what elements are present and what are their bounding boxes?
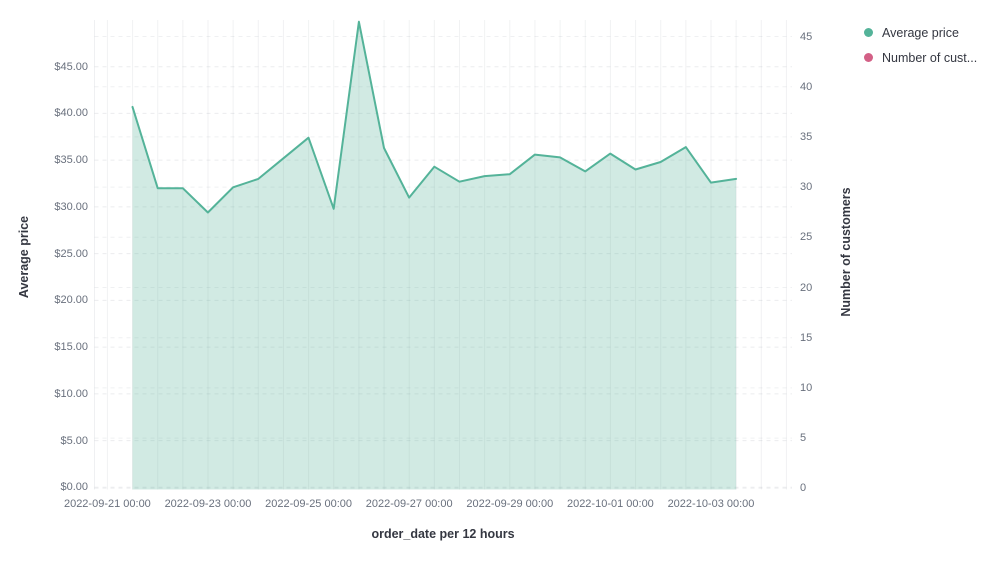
y-axis-left-tick-label: $40.00 bbox=[54, 107, 88, 120]
y-axis-right-tick-label: 15 bbox=[800, 331, 813, 344]
legend-dot-number-of-customers bbox=[864, 53, 873, 62]
chart-legend: Average price Number of cust... bbox=[864, 20, 977, 70]
average-price-line[interactable] bbox=[131, 20, 738, 214]
y-axis-right-tick-label: 45 bbox=[800, 30, 813, 43]
legend-label-average-price: Average price bbox=[882, 25, 959, 40]
y-axis-right-tick-label: 10 bbox=[800, 381, 813, 394]
x-axis-tick-label: 2022-10-01 00:00 bbox=[566, 498, 654, 510]
y-axis-right-tick-label: 20 bbox=[800, 281, 813, 294]
y-axis-right-tick-label: 30 bbox=[800, 181, 813, 194]
x-axis-tick-label: 2022-09-29 00:00 bbox=[466, 498, 554, 510]
y-axis-left-tick-label: $25.00 bbox=[54, 247, 88, 260]
y-axis-left-tick-label: $45.00 bbox=[54, 60, 88, 73]
x-axis-tick-label: 2022-09-27 00:00 bbox=[365, 498, 453, 510]
y-axis-left-tick-label: $15.00 bbox=[54, 341, 88, 354]
y-axis-left-tick-label: $5.00 bbox=[60, 434, 88, 447]
x-axis-tick-label: 2022-09-21 00:00 bbox=[63, 498, 151, 510]
y-axis-left-tick-label: $35.00 bbox=[54, 154, 88, 167]
y-axis-right-tick-label: 40 bbox=[800, 80, 813, 93]
x-axis-tick-label: 2022-09-23 00:00 bbox=[164, 498, 252, 510]
y-axis-left-tick-label: $20.00 bbox=[54, 294, 88, 307]
legend-label-number-of-customers: Number of cust... bbox=[882, 50, 978, 65]
y-axis-right-tick-label: 5 bbox=[800, 432, 807, 445]
y-axis-left-tick-label: $10.00 bbox=[54, 387, 88, 400]
x-axis-tick-label: 2022-10-03 00:00 bbox=[667, 498, 755, 510]
legend-dot-average-price bbox=[864, 28, 873, 37]
y-axis-right-tick-label: 35 bbox=[800, 130, 813, 143]
x-axis-tick-label: 2022-09-25 00:00 bbox=[265, 498, 353, 510]
legend-item-average-price[interactable]: Average price bbox=[864, 20, 977, 45]
y-axis-left-tick-label: $30.00 bbox=[54, 200, 88, 213]
y-axis-right-tick-label: 0 bbox=[800, 482, 807, 495]
average-price-area-fill[interactable] bbox=[132, 21, 737, 490]
y-axis-right-tick-label: 25 bbox=[800, 231, 813, 244]
legend-item-number-of-customers[interactable]: Number of cust... bbox=[864, 45, 977, 70]
y-axis-left-tick-label: $0.00 bbox=[60, 481, 88, 494]
y-axis-title-left: Average price bbox=[17, 215, 31, 299]
y-axis-title-right: Number of customers bbox=[839, 187, 853, 317]
x-axis-title: order_date per 12 hours bbox=[371, 527, 515, 541]
